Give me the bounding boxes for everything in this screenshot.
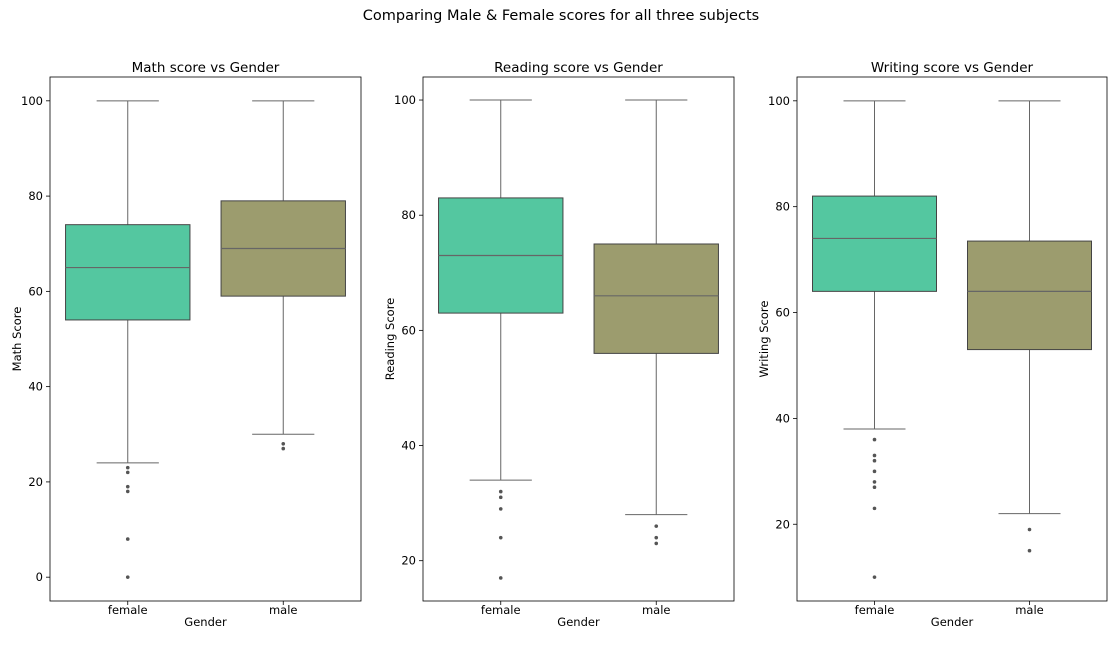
outlier-point [654,541,659,546]
x-tick-label: female [108,603,148,617]
outlier-point [1027,548,1032,553]
plot-frame [796,76,1108,602]
y-tick-label: 20 [401,554,416,568]
outlier-point [1027,527,1032,532]
outlier-point [498,576,503,580]
outlier-point [872,575,877,579]
outlier-point [498,535,503,540]
plot-frame [49,76,362,602]
plot-frame [422,76,735,602]
y-tick-label: 20 [28,475,43,489]
box-female [438,99,564,580]
box-body [812,195,937,292]
outlier-point [125,537,130,541]
outlier-point [281,446,286,451]
figure-title: Comparing Male & Female scores for all t… [363,8,759,24]
x-tick-label: male [1015,603,1044,617]
box-male [967,100,1092,553]
outlier-point [125,575,130,579]
outlier-point [498,507,503,511]
y-tick-label: 40 [401,439,416,453]
x-axis-label: Gender [931,615,974,629]
y-tick-label: 0 [36,570,43,584]
y-axis-label: Writing Score [757,301,771,378]
y-tick-label: 80 [28,189,43,203]
outlier-point [125,489,130,494]
chart-panel-1: Math score vs Gender 0 20 40 60 80 100 female ma… [10,60,362,629]
outlier-point [654,535,659,540]
x-tick-label: male [642,603,671,617]
outlier-point [872,437,877,442]
outlier-point [281,442,286,446]
y-tick-label: 100 [768,94,790,108]
chart-panel-3: Writing score vs Gender 20 40 60 80 100 female… [757,60,1108,629]
y-tick-label: 80 [775,200,790,214]
outlier-point [872,485,877,490]
chart-panel-2: Reading score vs Gender 20 40 60 80 100 female… [383,60,735,629]
outlier-point [872,506,877,511]
box-female [812,100,937,579]
y-axis-label: Math Score [10,307,24,372]
box-body [65,224,191,321]
x-axis-label: Gender [184,615,227,629]
x-axis-label: Gender [557,615,600,629]
x-tick-label: male [269,603,298,617]
box-body [593,243,719,354]
y-tick-label: 40 [775,411,790,425]
outlier-point [872,469,877,474]
box-body [967,240,1092,351]
panel-title: Math score vs Gender [132,60,280,76]
outlier-point [498,495,503,500]
y-tick-label: 60 [775,306,790,320]
x-tick-label: female [481,603,521,617]
x-tick-label: female [855,603,895,617]
outlier-point [125,465,130,470]
box-male [220,100,346,451]
y-tick-label: 40 [28,380,43,394]
outlier-point [872,480,877,484]
box-male [593,99,719,546]
outlier-point [498,489,503,494]
outlier-point [872,453,877,458]
panel-title: Writing score vs Gender [871,60,1034,76]
outlier-point [654,524,659,528]
y-tick-label: 60 [401,323,416,337]
y-tick-label: 100 [394,93,416,107]
y-axis-label: Reading Score [383,298,397,381]
outlier-point [125,470,130,475]
y-tick-label: 20 [775,517,790,531]
outlier-point [125,484,130,489]
panel-title: Reading score vs Gender [494,60,663,76]
box-female [65,100,191,579]
y-tick-label: 60 [28,284,43,298]
y-tick-label: 100 [21,94,43,108]
charts: Math score vs Gender 0 20 40 60 80 100 female ma… [10,60,1108,629]
outlier-point [872,458,877,463]
y-tick-label: 80 [401,208,416,222]
